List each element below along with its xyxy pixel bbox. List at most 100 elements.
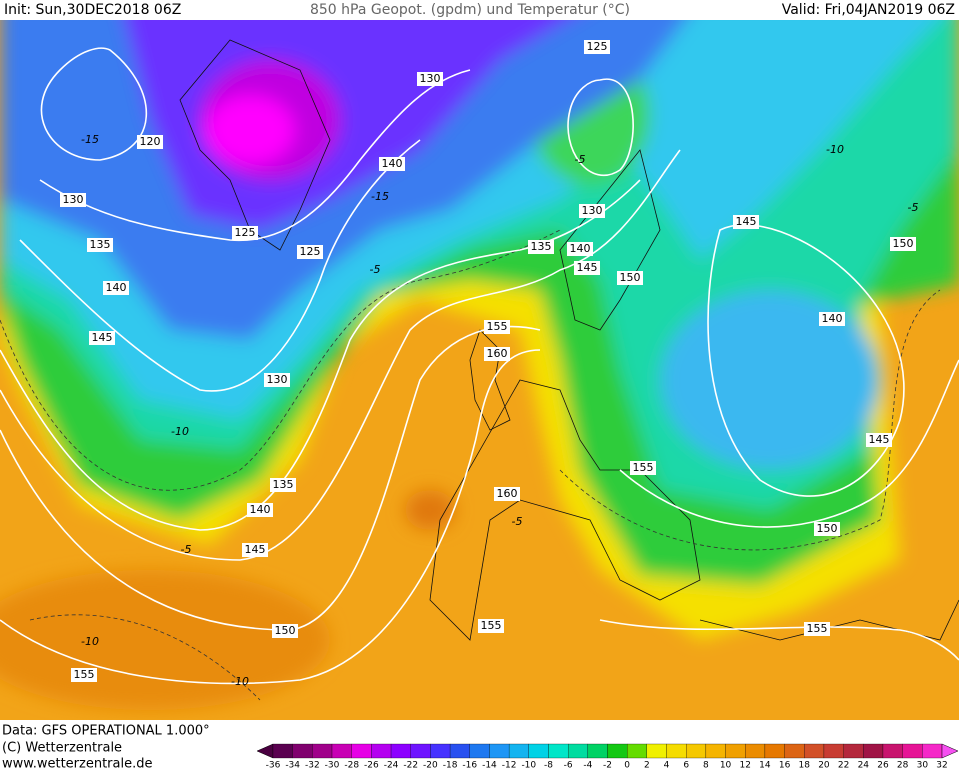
label-box (87, 238, 113, 252)
header-bar (0, 0, 959, 20)
colorbar-tick-label: 12 (740, 761, 751, 770)
label-box (264, 373, 290, 387)
colorbar-tick-label: -4 (583, 761, 592, 770)
geopotential-label: 155 (74, 668, 95, 681)
temperature-label: -5 (370, 263, 381, 276)
temperature-label: -15 (81, 133, 99, 146)
colorbar-tick-label: 10 (720, 761, 732, 770)
colorbar-tick-label: -16 (462, 761, 477, 770)
colorbar-tick-label: -34 (285, 761, 300, 770)
map-title: 850 hPa Geopot. (gpdm) und Temperatur (°… (310, 2, 630, 18)
geopotential-label: 150 (275, 624, 296, 637)
colorbar-cell (292, 743, 313, 759)
label-box (232, 226, 258, 240)
colorbar-tick-label: -8 (544, 761, 553, 770)
label-box (270, 478, 296, 492)
colorbar-cell (627, 743, 648, 759)
colorbar-cell (567, 743, 588, 759)
colorbar-tick-label: 20 (818, 761, 830, 770)
geopotential-label: 160 (497, 487, 518, 500)
colorbar-tick-label: -24 (384, 761, 399, 770)
geopotential-label: 145 (245, 543, 266, 556)
label-box (819, 312, 845, 326)
colorbar-cell (548, 743, 569, 759)
geopotential-label: 140 (382, 157, 403, 170)
temperature-label: -10 (826, 143, 844, 156)
geopotential-label: 140 (570, 242, 591, 255)
valid-time: Valid: Fri,04JAN2019 06Z (782, 2, 955, 18)
label-box (630, 461, 656, 475)
colorbar-tick-label: 26 (877, 761, 889, 770)
colorbar-cell (351, 743, 372, 759)
label-box (617, 271, 643, 285)
colorbar-cell (607, 743, 628, 759)
label-box (528, 240, 554, 254)
colorbar-cell (430, 743, 451, 759)
colorbar-cell (272, 743, 293, 759)
colorbar-tick-label: -14 (482, 761, 497, 770)
geopotential-label: 130 (582, 204, 603, 217)
label-box (242, 543, 268, 557)
colorbar-cell (804, 743, 825, 759)
geopotential-label: 155 (633, 461, 654, 474)
label-box (890, 237, 916, 251)
colorbar-cell (371, 743, 392, 759)
temperature-label: -5 (908, 201, 919, 214)
colorbar-tick-label: 22 (838, 761, 849, 770)
geopotential-label: 150 (893, 237, 914, 250)
colorbar-tick-label: -18 (443, 761, 458, 770)
colorbar-tick-label: 4 (664, 761, 670, 770)
geopotential-label: 130 (63, 193, 84, 206)
geopotential-label: 135 (531, 240, 552, 253)
colorbar-tick-label: 16 (779, 761, 791, 770)
colorbar-cell (469, 743, 490, 759)
colorbar-arrow-right (941, 743, 959, 759)
label-box (579, 204, 605, 218)
geopotential-label: 135 (90, 238, 111, 251)
geopotential-label: 150 (620, 271, 641, 284)
colorbar-tick-label: 24 (858, 761, 870, 770)
temperature-label: -10 (81, 635, 99, 648)
colorbar-cell (922, 743, 943, 759)
colorbar-cell (705, 743, 726, 759)
colorbar-tick-label: -20 (423, 761, 438, 770)
label-box (417, 72, 443, 86)
colorbar-cell (764, 743, 785, 759)
temperature-label: -5 (181, 543, 192, 556)
copyright: (C) Wetterzentrale (2, 741, 122, 756)
website: www.wetterzentrale.de (2, 757, 152, 770)
colorbar-tick-label: -30 (325, 761, 340, 770)
colorbar-cell (489, 743, 510, 759)
init-time: Init: Sun,30DEC2018 06Z (4, 2, 181, 18)
temperature-label: -15 (371, 190, 389, 203)
colorbar-cell (312, 743, 333, 759)
colorbar-tick-label: -28 (344, 761, 359, 770)
temperature-isolines (0, 229, 941, 701)
geopotential-label: 125 (587, 40, 608, 53)
geopotential-label: 155 (807, 622, 828, 635)
colorbar-cell (784, 743, 805, 759)
colorbar-cell (587, 743, 608, 759)
label-box (89, 331, 115, 345)
colorbar-tick-label: 8 (703, 761, 709, 770)
colorbar-cell (390, 743, 411, 759)
colorbar-cell (410, 743, 431, 759)
colorbar-tick-label: 0 (624, 761, 630, 770)
colorbar-tick-label: -22 (403, 761, 418, 770)
colorbar-tick-label: 18 (799, 761, 811, 770)
geopotential-label: 145 (736, 215, 757, 228)
colorbar-cell (508, 743, 529, 759)
colorbar-cell (686, 743, 707, 759)
colorbar: -36 -34 -32 -30 -28 -26 -24 -22 -20 -18 -16 -14 -12-… (256, 743, 959, 770)
label-box (733, 215, 759, 229)
geopotential-label: 140 (250, 503, 271, 516)
label-box (137, 135, 163, 149)
geopotential-label: 125 (300, 245, 321, 258)
colorbar-cell (449, 743, 470, 759)
colorbar-tick-label: -10 (521, 761, 536, 770)
geopotential-label: 120 (140, 135, 161, 148)
colorbar-tick-label: -6 (564, 761, 573, 770)
geopotential-label: 155 (487, 320, 508, 333)
label-box (272, 624, 298, 638)
